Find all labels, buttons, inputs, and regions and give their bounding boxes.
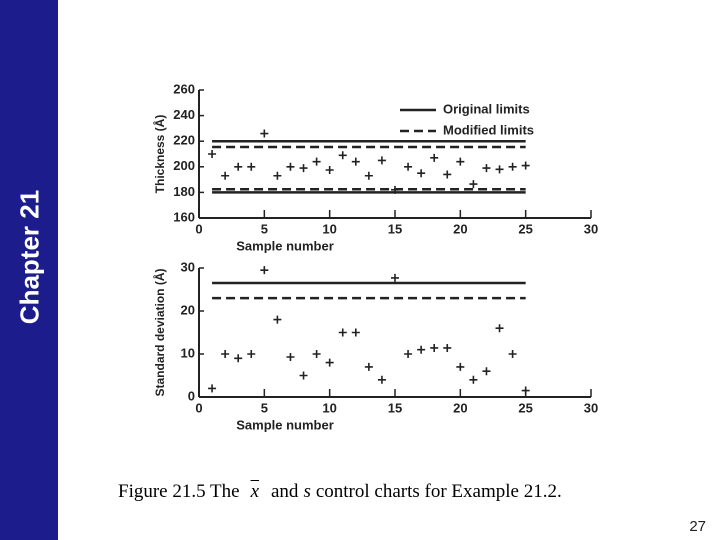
caption-text: control charts for Example 21.2. [315,481,562,502]
point [456,157,465,166]
page-number: 27 [689,518,706,535]
x-tick-label: 15 [388,221,402,236]
point [208,150,217,158]
y-tick-label: 10 [181,345,195,360]
point [443,343,452,352]
point [482,367,491,376]
point [508,162,517,171]
point [391,273,399,282]
point [338,328,347,337]
point [260,129,269,138]
point [351,157,360,166]
x-tick-label: 5 [261,400,268,415]
x-tick-label: 25 [518,221,532,236]
caption-symbol: x [250,481,259,502]
y-axis-label: Thickness (Å) [152,115,167,194]
point [495,165,504,174]
point [286,353,295,362]
x-axis-label: Sample number [236,417,334,432]
point [508,350,517,358]
point [325,166,334,174]
point [234,162,243,171]
point [273,171,282,180]
point [299,164,308,173]
point [247,350,256,358]
point [521,161,530,170]
point [351,328,360,337]
y-tick-label: 200 [173,158,195,173]
side-bar: Chapter 21 [0,0,60,540]
x-tick-label: 25 [518,400,532,415]
point [299,371,308,380]
caption-text: and [271,481,299,502]
point [338,151,347,160]
point [364,362,373,371]
y-tick-label: 240 [173,107,195,122]
caption-text: Figure 21.5 The [118,481,240,502]
x-tick-label: 0 [195,221,202,236]
point [325,358,334,367]
x-tick-label: 30 [584,221,598,236]
point [312,350,321,358]
point [521,386,530,395]
point [391,185,399,194]
point [443,170,452,179]
point [273,315,282,324]
point [377,156,386,165]
point [404,350,413,358]
x-tick-label: 15 [388,400,402,415]
caption: Figure 21.5 The x and s control charts for E… [118,481,567,503]
point [456,362,465,371]
point [469,180,478,189]
point [430,153,439,162]
x-tick-label: 10 [322,221,336,236]
point [482,164,491,173]
x-tick-label: 0 [195,400,202,415]
point [430,343,439,352]
point [221,350,230,358]
y-tick-label: 180 [173,184,195,199]
x-tick-label: 20 [453,221,467,236]
point [234,354,243,363]
y-axis-label: Standard deviation (Å) [152,268,167,396]
point [469,375,478,384]
point [417,169,426,178]
point [221,171,230,180]
legend-label: Modified limits [443,122,534,137]
legend-label: Original limits [443,101,530,116]
y-tick-label: 160 [173,209,195,224]
point [417,345,426,354]
point [377,375,386,384]
x-tick-label: 10 [322,400,336,415]
point [208,384,217,393]
point [260,266,269,275]
x-axis-label: Sample number [236,238,334,253]
point [286,162,295,171]
x-tick-label: 30 [584,400,598,415]
x-tick-label: 5 [261,221,268,236]
y-tick-label: 20 [181,302,195,317]
y-tick-label: 260 [173,81,195,96]
point [312,157,321,166]
y-tick-label: 220 [173,133,195,148]
y-tick-label: 0 [188,388,195,403]
point [247,162,256,171]
y-tick-label: 30 [181,259,195,274]
point [364,171,373,180]
point [404,162,413,171]
caption-symbol: s [303,481,311,502]
point [495,324,504,333]
x-tick-label: 20 [453,400,467,415]
